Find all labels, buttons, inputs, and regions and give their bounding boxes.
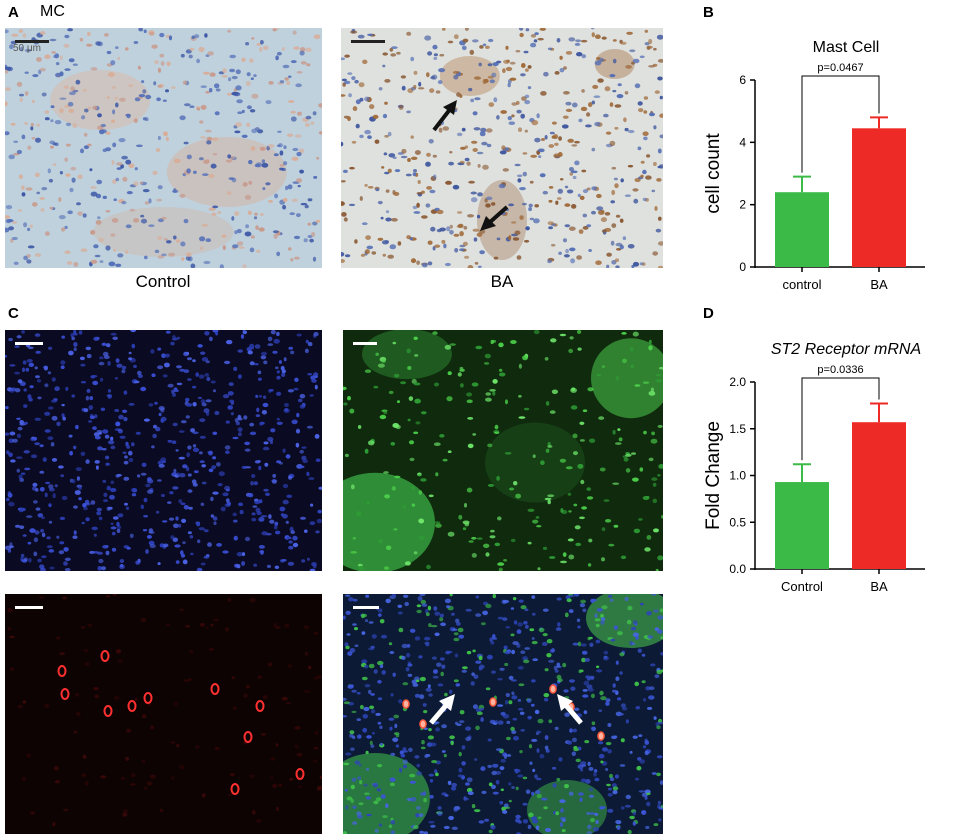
significance-bracket [801,377,880,461]
x-tick-label: Control [781,579,823,594]
x-tick-label: BA [870,579,888,594]
scale-bar [15,40,49,43]
x-tick-label: control [782,277,821,292]
micrograph-control: 50 μm [5,28,322,268]
y-tick-label: 0.0 [729,562,746,576]
caption-ba: BA [490,272,514,291]
bar-control [775,482,829,569]
y-tick-label: 1.0 [729,469,746,483]
arrow-icon [557,694,583,725]
y-axis-label: cell count [703,133,724,214]
x-tick-label: BA [870,277,888,292]
stain-label: MC [40,3,65,20]
bar-ba [852,128,906,267]
fluorescence-green [343,330,663,571]
panel-letter-c: C [8,305,19,322]
y-tick-label: 2.0 [729,375,746,389]
chart-title: Mast Cell [813,39,880,56]
panel-letter-b: B [703,4,714,21]
scale-bar-label: 50 μm [13,43,41,54]
panel-letter-d: D [703,305,714,322]
y-tick-label: 4 [739,135,746,149]
y-axis-label: Fold Change [703,421,724,530]
scale-bar [353,342,377,345]
y-tick-label: 1.5 [729,422,746,436]
y-tick-label: 6 [739,73,746,87]
caption-control: Control [135,272,191,291]
scale-bar [353,606,379,609]
chart-st2-mrna: ST2 Receptor mRNA 0.0 0.5 1.0 1.5 2.0 Fold Cha… [700,332,950,602]
fluorescence-red [5,594,322,834]
bar-ba [852,422,906,569]
chart-mast-cell: Mast Cell 0 2 4 6 cell count control BA p=0.0467 [700,30,950,300]
arrow-icon [432,100,457,132]
micrograph-ba [341,28,663,268]
p-value-annotation: p=0.0467 [817,62,863,74]
fluorescence-dapi [5,330,322,571]
arrow-icon [480,205,509,231]
y-tick-label: 0 [739,260,746,274]
p-value-annotation: p=0.0336 [817,364,863,376]
bar-control [775,192,829,267]
y-tick-label: 0.5 [729,515,746,529]
arrow-icon [429,694,455,725]
scale-bar [15,606,43,609]
significance-bracket [801,75,880,173]
chart-title: ST2 Receptor mRNA [771,341,921,358]
scale-bar [15,342,43,345]
scale-bar [351,40,385,43]
y-tick-label: 2 [739,198,746,212]
panel-letter-a: A [8,4,19,21]
fluorescence-merge [343,594,663,834]
